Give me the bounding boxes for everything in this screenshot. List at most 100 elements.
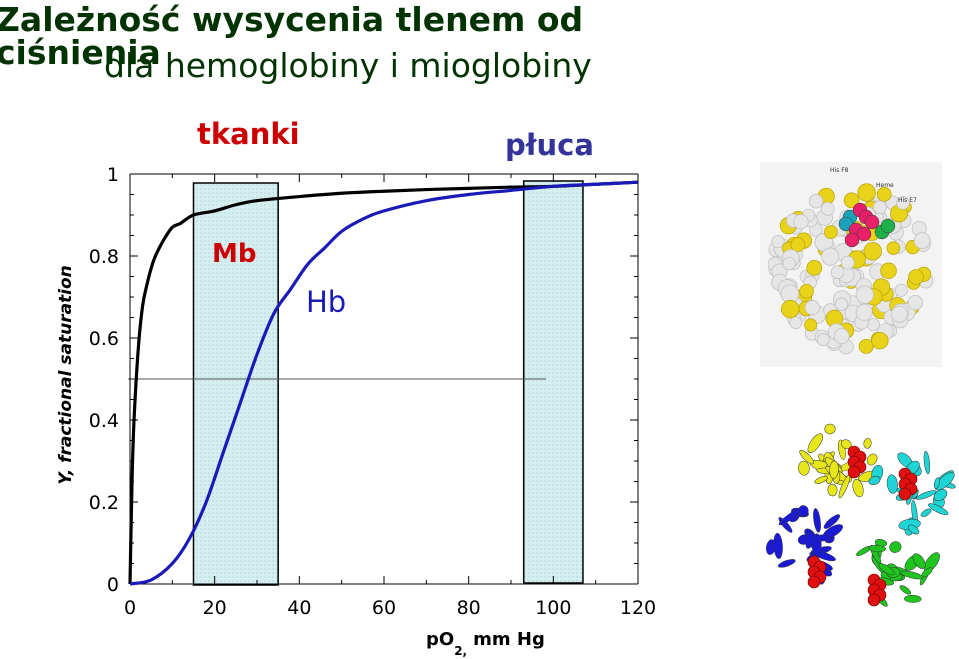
label-his-f8: His F8 (830, 167, 849, 174)
atom-sphere (913, 232, 931, 249)
label-heme: Heme (876, 182, 894, 189)
region-label-tissues: tkanki (197, 117, 300, 151)
heme-group (807, 575, 821, 589)
atom-sphere (804, 300, 820, 316)
atom-sphere (833, 328, 850, 345)
title-line-1: Zależność wysycenia tlenem od ciśnienia (0, 0, 584, 72)
ribbon-segment (813, 508, 821, 533)
ribbon-segment (904, 594, 922, 603)
atom-sphere (771, 235, 785, 249)
region-tissues (192, 182, 279, 586)
atom-sphere (804, 318, 818, 332)
x-tick-label: 120 (620, 597, 656, 619)
atom-sphere (806, 260, 823, 276)
heme-group (847, 465, 861, 479)
atom-sphere (830, 265, 845, 279)
ribbon-segment (866, 453, 878, 466)
heme-atom (864, 214, 880, 230)
ribbon-segment (823, 514, 840, 529)
ribbon-segment (868, 544, 886, 553)
atom-sphere (820, 201, 835, 216)
atom-sphere (808, 194, 824, 209)
ribbon-segment (889, 541, 902, 553)
atom-sphere (880, 262, 897, 279)
atom-sphere (855, 285, 874, 304)
x-tick-label: 40 (287, 597, 311, 619)
ribbon-segment (933, 477, 940, 489)
ribbon-segment (829, 460, 839, 479)
ribbon-segment (899, 585, 911, 595)
atom-sphere (843, 192, 860, 209)
atom-sphere (799, 283, 814, 299)
series-line-hb (129, 180, 639, 586)
ribbon-segment (920, 508, 932, 517)
ribbon-segment (900, 570, 924, 580)
atom-sphere (790, 237, 806, 252)
atom-sphere (821, 247, 840, 266)
series-label-mb: Mb (212, 239, 256, 269)
ribbon-segment (921, 567, 933, 578)
myoglobin-structure-image: His F8 Heme His E7 (760, 162, 942, 367)
heme-group (898, 487, 912, 501)
atom-sphere (823, 225, 838, 239)
ribbon-segment (827, 483, 838, 497)
atom-sphere (782, 256, 796, 271)
heme-group (867, 593, 881, 607)
atom-sphere (907, 294, 924, 311)
y-tick-label: 1 (107, 164, 119, 186)
series-label-hb: Hb (306, 285, 346, 319)
x-tick-label: 60 (372, 597, 396, 619)
ribbon-segment (824, 423, 836, 435)
ribbon-segment (933, 489, 948, 502)
atom-sphere (896, 196, 910, 210)
x-tick-label: 0 (124, 597, 136, 619)
ribbon-segment (777, 559, 796, 568)
ribbon-segment (778, 509, 800, 526)
atom-sphere (816, 333, 830, 346)
atom-sphere (840, 255, 855, 270)
ribbon-segment (814, 476, 828, 484)
atom-sphere (908, 269, 924, 285)
ribbon-segment (878, 563, 895, 576)
region-label-lungs: płuca (505, 128, 594, 162)
ribbon-segment (773, 532, 783, 559)
series-line-mb (128, 180, 639, 585)
x-tick-label: 20 (203, 597, 227, 619)
y-tick-label: 0.2 (89, 492, 119, 514)
region-lungs (522, 180, 584, 584)
atom-sphere (876, 187, 892, 202)
atom-sphere (863, 242, 882, 261)
ribbon-segment (840, 439, 852, 449)
ribbon-segment (928, 503, 949, 516)
atom-sphere (793, 214, 809, 230)
atom-sphere (855, 303, 873, 321)
atom-sphere (890, 305, 908, 323)
ribbon-segment (923, 450, 931, 475)
ribbon-segment (863, 438, 872, 449)
ribbon-segment (916, 490, 937, 500)
x-axis-label: pO2,mm Hg (426, 629, 545, 658)
ribbon-segment (807, 433, 823, 454)
ribbon-segment (798, 460, 810, 476)
y-tick-label: 0.8 (89, 246, 119, 268)
atom-sphere (894, 283, 908, 297)
ribbon-segment (852, 479, 864, 498)
x-tick-label: 100 (535, 597, 571, 619)
ribbon-segment (799, 449, 814, 465)
x-tick-label: 80 (457, 597, 481, 619)
heme-atom (856, 226, 872, 242)
ribbon-segment (805, 531, 815, 549)
atom-sphere (789, 316, 803, 330)
atom-sphere (857, 183, 876, 202)
atom-sphere (781, 299, 800, 319)
ribbon-segment (886, 474, 898, 494)
atom-sphere (873, 200, 887, 215)
label-his-e7: His E7 (898, 197, 917, 204)
y-axis-label: Y, fractional saturation (56, 265, 76, 485)
atom-sphere (858, 338, 874, 354)
heme-atom (844, 232, 860, 248)
ribbon-segment (868, 476, 881, 485)
ribbon-segment (908, 524, 920, 535)
y-tick-label: 0 (107, 574, 119, 596)
y-tick-label: 0.4 (89, 410, 119, 432)
